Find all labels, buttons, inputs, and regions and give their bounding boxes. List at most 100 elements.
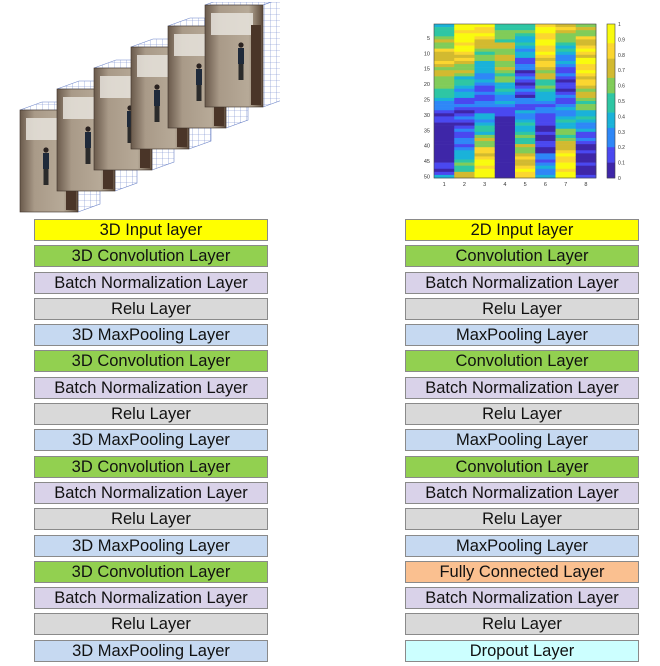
heatmap-cell (494, 54, 516, 59)
heatmap-cell (474, 70, 496, 74)
heatmap-cell (535, 156, 556, 160)
heatmap-cell (454, 171, 475, 176)
heatmap-cell (555, 113, 577, 117)
heatmap-cell (494, 128, 516, 133)
heatmap-cell (515, 144, 536, 148)
colorbar-tick-label: 0.7 (618, 68, 625, 74)
heatmap-cell (434, 122, 455, 126)
heatmap-cell (575, 54, 597, 59)
colorbar-segment (607, 116, 615, 121)
heatmap-cell (555, 171, 577, 176)
heatmap-cell (555, 30, 577, 34)
heatmap-cell (555, 24, 577, 28)
heatmap-cell (515, 73, 536, 77)
x-tick-label: 4 (503, 182, 506, 188)
colorbar-segment (607, 89, 615, 94)
heatmap-cell (575, 107, 597, 111)
colorbar-segment (607, 151, 615, 156)
heatmap-cell (454, 150, 475, 154)
heatmap-cell (434, 134, 455, 139)
colorbar-segment (607, 24, 615, 29)
heatmap-cell (454, 128, 475, 133)
x-tick-label: 2 (463, 182, 466, 188)
heatmap-cell (454, 27, 475, 31)
heatmap-cell (535, 131, 556, 136)
heatmap-cell (434, 107, 455, 111)
colorbar-segment (607, 35, 615, 40)
heatmap-cell (434, 137, 455, 142)
heatmap-cell (535, 94, 556, 99)
network-2d-layer-bn: Batch Normalization Layer (405, 481, 639, 504)
heatmap-cell (515, 94, 536, 99)
heatmap-cell (434, 159, 455, 163)
heatmap-cell (535, 128, 556, 133)
heatmap-cell (555, 162, 577, 166)
heatmap-cell (575, 168, 597, 173)
heatmap-cell (555, 79, 577, 83)
heatmap-cell (515, 150, 536, 154)
heatmap-cell (474, 30, 496, 34)
heatmap-cell (474, 153, 496, 157)
person-head (238, 42, 244, 48)
heatmap-cell (555, 119, 577, 123)
heatmap-cell (494, 42, 516, 46)
heatmap-cell (434, 150, 455, 154)
colorbar-segment (607, 127, 615, 133)
colorbar-segment (607, 170, 615, 175)
x-tick-label: 7 (564, 182, 567, 188)
heatmap-cell (555, 73, 577, 77)
network-3d-layers: 3D Input layer 3D Convolution Layer Batch … (34, 219, 268, 666)
heatmap-cell (474, 79, 496, 83)
heatmap-cell (555, 70, 577, 74)
heatmap-cell (474, 144, 496, 148)
heatmap-cell (494, 134, 516, 139)
person-head (154, 84, 160, 90)
y-tick-label: 30 (424, 113, 430, 119)
heatmap-cell (535, 30, 556, 34)
heatmap-cell (494, 147, 516, 151)
person-body (238, 48, 244, 64)
heatmap-cell (575, 174, 597, 179)
heatmap-cell (474, 33, 496, 37)
heatmap-cell (494, 116, 516, 120)
heatmap-cell (575, 36, 597, 40)
heatmap-cell (575, 73, 597, 77)
network-2d-layer-pool: MaxPooling Layer (405, 429, 639, 452)
colorbar-tick-label: 0 (618, 176, 621, 182)
heatmap-cell (555, 147, 577, 151)
heatmap-cell (555, 116, 577, 120)
heatmap-cell (434, 128, 455, 133)
heatmap-cell (515, 147, 536, 151)
heatmap-cell (555, 165, 577, 170)
video-frames-stack (18, 0, 286, 214)
colorbar-segment (607, 97, 615, 102)
network-2d-layers: 2D Input layer Convolution Layer Batch Nor… (405, 219, 639, 666)
heatmap-cell (535, 101, 556, 105)
network-3d-layer-conv: 3D Convolution Layer (34, 560, 268, 583)
heatmap-cell (575, 165, 597, 170)
heatmap-cell (434, 141, 455, 145)
x-tick-label: 6 (544, 182, 547, 188)
heatmap-cell (474, 125, 496, 130)
y-tick-label: 40 (424, 144, 430, 150)
heatmap-cell (555, 168, 577, 173)
heatmap-cell (494, 153, 516, 157)
heatmap-cell (474, 73, 496, 77)
heatmap-cell (474, 60, 496, 65)
heatmap-cell (555, 39, 577, 43)
heatmap-cell (474, 88, 496, 93)
heatmap-cell (494, 36, 516, 40)
heatmap-cell (454, 94, 475, 99)
heatmap-cell (555, 159, 577, 163)
heatmap-cell (535, 104, 556, 108)
heatmap-cell (555, 110, 577, 114)
heatmap-cell (434, 51, 455, 56)
heatmap-cell (474, 116, 496, 120)
heatmap-cell (515, 39, 536, 43)
heatmap-cell (454, 79, 475, 83)
heatmap-cell (494, 76, 516, 80)
person-legs (85, 148, 91, 164)
heatmap-cell (494, 91, 516, 96)
heatmap-cell (434, 125, 455, 130)
network-3d-layer-pool: 3D MaxPooling Layer (34, 639, 268, 662)
